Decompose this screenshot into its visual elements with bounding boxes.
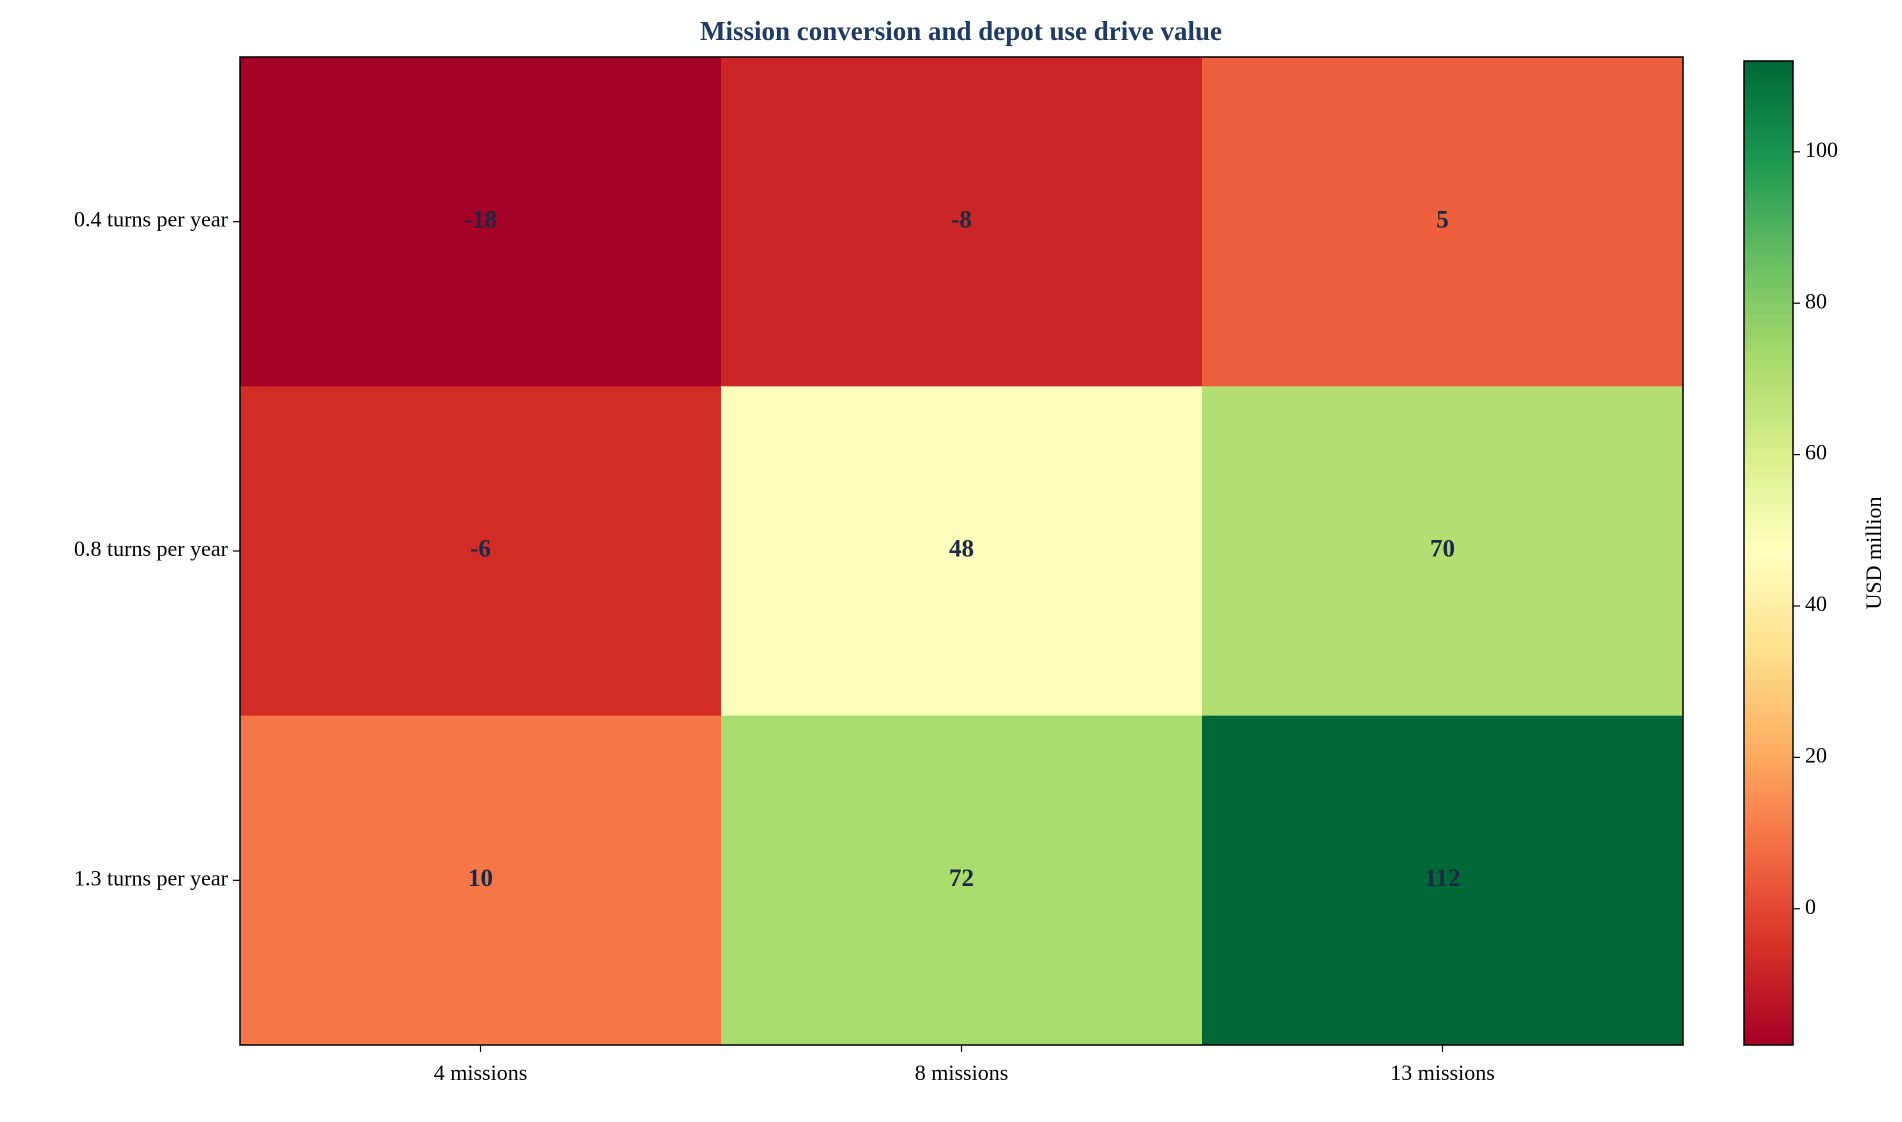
cell-label: 48 [949,536,974,563]
heatmap-cell [240,386,722,717]
x-tick-label: 13 missions [1390,1060,1495,1085]
cell-label: 72 [949,865,974,892]
heatmap-cell [240,57,722,387]
heatmap-cell [1202,57,1684,387]
y-tick-label: 0.8 turns per year [74,536,229,561]
heatmap-cell [721,386,1203,717]
cell-label: 70 [1430,536,1455,563]
colorbar-tick-label: 40 [1805,591,1827,616]
colorbar-tick-label: 100 [1805,137,1838,162]
y-tick-label: 0.4 turns per year [74,207,229,232]
cell-label: -18 [464,206,497,233]
cell-label: 10 [468,865,493,892]
cell-label: -8 [951,206,972,233]
heatmap-cell [721,57,1203,387]
y-tick-label: 1.3 turns per year [74,865,229,890]
heatmap-cell [1202,715,1684,1046]
colorbar-tick-label: 80 [1805,288,1827,313]
heatmap-cell [240,715,722,1046]
colorbar [1743,60,1794,1046]
cell-label: -6 [470,536,491,563]
colorbar-tick-label: 60 [1805,440,1827,465]
x-tick-label: 4 missions [434,1060,528,1085]
colorbar-tick-label: 0 [1805,894,1816,919]
cell-label: 112 [1424,865,1460,892]
x-tick-label: 8 missions [915,1060,1009,1085]
colorbar-label: USD million [1861,496,1886,609]
cell-label: 5 [1436,206,1449,233]
heatmap-cell [721,715,1203,1046]
chart-title: Mission conversion and depot use drive v… [700,16,1222,46]
heatmap-cell [1202,386,1684,717]
colorbar-tick-label: 20 [1805,742,1827,767]
